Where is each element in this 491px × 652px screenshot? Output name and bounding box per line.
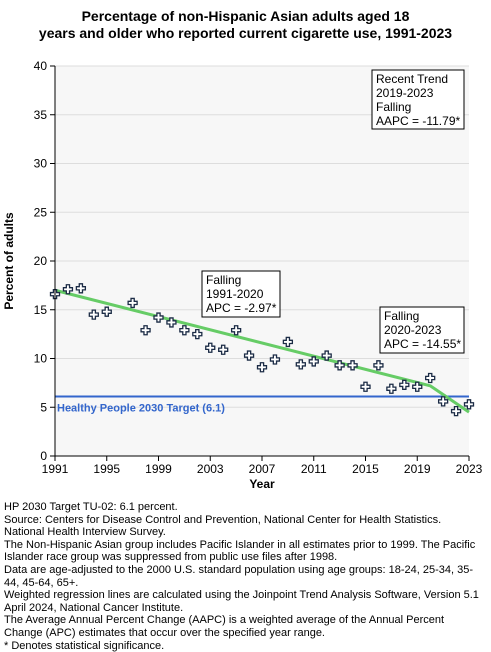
annotation-frame-2 xyxy=(379,306,465,354)
data-point-2013 xyxy=(334,360,345,371)
data-point-2010 xyxy=(295,359,306,370)
annotation-frame-0 xyxy=(371,69,465,130)
data-point-2006 xyxy=(243,350,255,361)
y-tick-label-8: 40 xyxy=(34,59,48,73)
data-point-2002 xyxy=(192,328,203,340)
data-point-1995 xyxy=(101,306,112,317)
data-point-2022 xyxy=(450,406,462,417)
annotation-0-line-1: 2019-2023 xyxy=(376,86,434,100)
x-tick-label-3: 2003 xyxy=(197,462,224,476)
data-point-1992 xyxy=(62,284,74,295)
x-tick-label-1: 1995 xyxy=(93,462,120,476)
data-point-2005 xyxy=(230,325,242,336)
x-tick-label-4: 2007 xyxy=(249,462,276,476)
trend-line xyxy=(54,288,470,414)
trend-line-group xyxy=(54,288,470,414)
annotation-2-line-0: Falling xyxy=(384,309,419,323)
data-point-2023 xyxy=(463,399,475,410)
data-point-2000 xyxy=(166,317,177,328)
data-point-2012 xyxy=(321,350,332,361)
data-point-1998 xyxy=(140,325,151,336)
data-point-2015 xyxy=(360,381,371,392)
annotation-2-line-2: APC = -14.55* xyxy=(384,337,461,351)
footnote-target: HP 2030 Target TU-02: 6.1 percent. xyxy=(4,501,178,513)
footnote-aapc: The Average Annual Percent Change (AAPC)… xyxy=(4,614,445,639)
annotation-2-line-1: 2020-2023 xyxy=(384,323,442,337)
data-point-2003 xyxy=(205,342,216,353)
y-tick-label-5: 25 xyxy=(34,205,48,219)
data-point-2001 xyxy=(179,325,190,336)
axes: 0 5 10 15 20 25 30 35 40 1991 1995 1999 2003 2007 2011… xyxy=(34,59,483,476)
chart-canvas: Healthy People 2030 Target (6.1) 0 5 10 15 2… xyxy=(2,59,483,491)
annotation-frame-1 xyxy=(201,270,281,318)
x-tick-label-8: 2023 xyxy=(456,462,483,476)
data-point-2008 xyxy=(269,354,281,365)
footnote-regression: Weighted regression lines are calculated… xyxy=(4,589,479,614)
x-tick-label-6: 2015 xyxy=(352,462,379,476)
data-point-2018 xyxy=(399,379,410,390)
annotation-1-line-1: 1991-2020 xyxy=(206,287,264,301)
y-tick-label-3: 15 xyxy=(34,303,48,317)
chart-title: Percentage of non-Hispanic Asian adults … xyxy=(0,8,491,42)
data-point-2004 xyxy=(218,344,229,355)
data-point-2016 xyxy=(373,360,384,371)
annotation-0-line-0: Recent Trend xyxy=(376,72,448,86)
x-axis-title: Year xyxy=(249,477,275,491)
data-point-2014 xyxy=(347,360,358,371)
annotation-1-line-0: Falling xyxy=(206,273,241,287)
footnote-age-adjust: Data are age-adjusted to the 2000 U.S. s… xyxy=(4,563,474,589)
data-point-2007 xyxy=(256,362,268,373)
data-point-1993 xyxy=(75,283,87,294)
footnote-source: Source: Centers for Disease Control and … xyxy=(4,513,442,539)
annotation-0-line-2: Falling xyxy=(376,100,411,114)
target-line-group: Healthy People 2030 Target (6.1) xyxy=(55,395,469,415)
annotation-0-line-3: AAPC = -11.79* xyxy=(376,114,460,128)
y-tick-label-7: 35 xyxy=(34,108,48,122)
data-point-2017 xyxy=(386,383,397,394)
data-point-2021 xyxy=(437,396,449,407)
data-point-1999 xyxy=(153,312,164,323)
data-point-2011 xyxy=(308,356,319,367)
x-tick-label-2: 1999 xyxy=(145,462,172,476)
x-tick-label-0: 1991 xyxy=(42,462,69,476)
x-tick-label-5: 2011 xyxy=(301,462,327,476)
target-label: Healthy People 2030 Target (6.1) xyxy=(57,403,225,415)
chart-title-line-2: years and older who reported current cig… xyxy=(38,25,453,41)
y-tick-label-6: 30 xyxy=(34,157,48,171)
y-tick-label-2: 10 xyxy=(34,352,48,366)
data-points xyxy=(49,283,475,417)
chart-title-line-1: Percentage of non-Hispanic Asian adults … xyxy=(81,8,410,24)
y-axis-title: Percent of adults xyxy=(2,212,16,310)
annotation-1-line-2: APC = -2.97* xyxy=(206,301,277,315)
data-point-2019 xyxy=(412,381,423,392)
data-point-2020 xyxy=(425,372,436,384)
footnotes: HP 2030 Target TU-02: 6.1 percent. Sourc… xyxy=(4,501,484,652)
y-tick-label-4: 20 xyxy=(34,254,48,268)
x-tick-label-7: 2019 xyxy=(404,462,431,476)
data-point-1997 xyxy=(127,297,138,309)
data-point-1994 xyxy=(88,309,99,320)
footnote-group: The Non-Hispanic Asian group includes Pa… xyxy=(4,538,476,564)
y-tick-label-0: 0 xyxy=(40,449,47,463)
data-point-2009 xyxy=(282,336,294,348)
y-tick-label-1: 5 xyxy=(40,400,47,414)
